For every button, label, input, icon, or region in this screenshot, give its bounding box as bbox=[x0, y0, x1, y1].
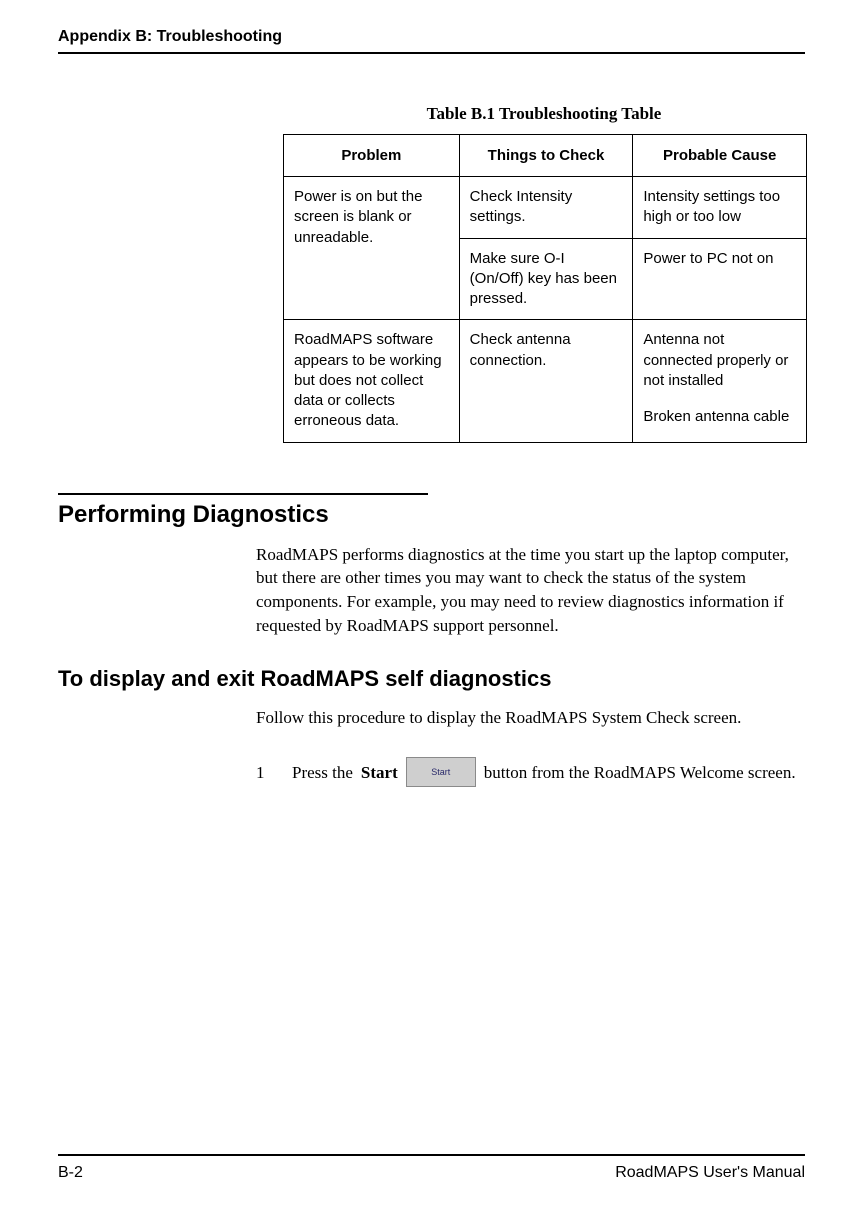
table-header-row: Problem Things to Check Probable Cause bbox=[284, 135, 807, 177]
cell-cause: Antenna not connected properly or not in… bbox=[633, 320, 807, 442]
section-heading: Performing Diagnostics bbox=[58, 501, 805, 529]
cell-problem: Power is on but the screen is blank or u… bbox=[284, 177, 460, 320]
cell-cause: Power to PC not on bbox=[633, 238, 807, 320]
cause-line-2: Broken antenna cable bbox=[643, 407, 796, 427]
col-header-check: Things to Check bbox=[459, 135, 633, 177]
table-row: Power is on but the screen is blank or u… bbox=[284, 177, 807, 239]
section-paragraph: RoadMAPS performs diagnostics at the tim… bbox=[256, 543, 805, 638]
step-text-post: button from the RoadMAPS Welcome screen. bbox=[484, 760, 796, 786]
subsection-heading: To display and exit RoadMAPS self diagno… bbox=[58, 666, 805, 692]
table-caption: Table B.1 Troubleshooting Table bbox=[283, 104, 805, 124]
step-1: 1 Press the Start Start button from the … bbox=[256, 757, 805, 787]
page-header: Appendix B: Troubleshooting bbox=[58, 28, 805, 54]
page-footer: B-2 RoadMAPS User's Manual bbox=[58, 1154, 805, 1182]
troubleshooting-table: Problem Things to Check Probable Cause P… bbox=[283, 134, 807, 443]
subsection-paragraph: Follow this procedure to display the Roa… bbox=[256, 706, 805, 730]
step-text-pre: Press the bbox=[292, 760, 353, 786]
cell-problem: RoadMAPS software appears to be working … bbox=[284, 320, 460, 442]
page-number: B-2 bbox=[58, 1164, 83, 1182]
manual-title: RoadMAPS User's Manual bbox=[615, 1164, 805, 1182]
col-header-problem: Problem bbox=[284, 135, 460, 177]
col-header-cause: Probable Cause bbox=[633, 135, 807, 177]
header-title: Appendix B: Troubleshooting bbox=[58, 28, 282, 45]
cause-line-1: Antenna not connected properly or not in… bbox=[643, 331, 788, 389]
cell-cause: Intensity settings too high or too low bbox=[633, 177, 807, 239]
step-number: 1 bbox=[256, 760, 284, 786]
cell-check: Make sure O-I (On/Off) key has been pres… bbox=[459, 238, 633, 320]
troubleshooting-table-wrapper: Table B.1 Troubleshooting Table Problem … bbox=[283, 104, 805, 443]
cell-check: Check antenna connection. bbox=[459, 320, 633, 442]
cell-check: Check Intensity settings. bbox=[459, 177, 633, 239]
start-button[interactable]: Start bbox=[406, 757, 476, 787]
section-rule bbox=[58, 493, 428, 495]
step-text-bold: Start bbox=[361, 760, 398, 786]
table-row: RoadMAPS software appears to be working … bbox=[284, 320, 807, 442]
